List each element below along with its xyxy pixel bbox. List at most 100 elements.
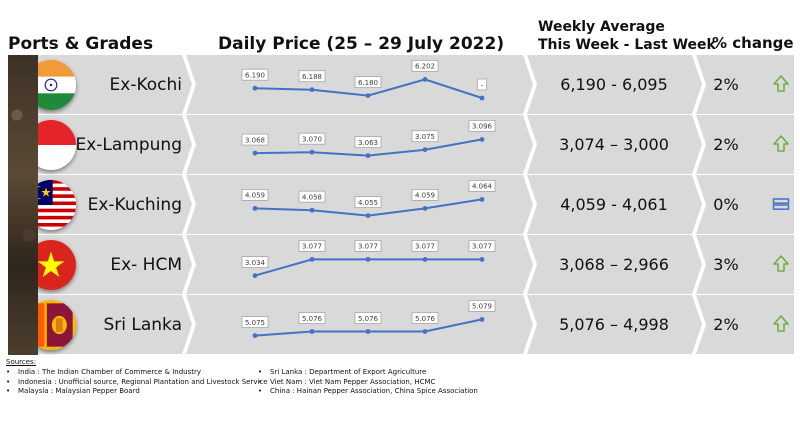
data-label-box [411,312,439,324]
data-label-box [411,240,439,252]
data-label: 5.076 [358,315,379,323]
source-item: Indonesia : Unofficial source, Regional … [6,378,268,388]
data-point [365,213,371,218]
percent-change-cell: 0% [705,175,775,234]
percent-change-cell: 2% [705,55,775,114]
data-label: 6.180 [358,79,378,87]
chevron-separator-icon [182,55,196,114]
data-point [479,317,485,322]
row-band [24,175,794,234]
sources-right-column: Sri Lanka : Department of Export Agricul… [258,368,478,397]
weekly-average-header: Weekly Average This Week - Last Week [538,18,716,54]
data-point [365,93,371,98]
source-item: Viet Nam : Viet Nam Pepper Association, … [258,378,478,388]
percent-change-value: 2% [713,135,739,154]
daily-price-line-chart: 3.034 3.077 3.077 3.077 3.077 [241,240,496,278]
data-label-box [468,180,496,192]
data-label-box [298,132,326,145]
series-line [254,258,482,277]
chevron-separator-icon [692,115,706,174]
data-label: 5.076 [302,315,323,323]
percent-change-header: % change [712,34,794,52]
data-label: 4.059 [245,192,265,200]
data-point [422,147,428,153]
data-label-box [241,68,269,81]
chevron-separator-icon [523,55,537,114]
data-point [252,150,258,156]
ports-grades-header: Ports & Grades [8,34,154,54]
port-name: Sri Lanka [103,314,182,335]
weekly-average-value: 3,068 – 2,966 [559,255,669,274]
data-label-box [468,300,496,312]
data-label: 3.096 [472,123,493,131]
data-label-box [354,240,382,252]
data-label: 5.075 [245,319,265,327]
data-label-box [411,60,439,72]
data-label: 3.034 [245,259,266,267]
source-item: Malaysia : Malaysian Pepper Board [6,387,268,397]
data-point [252,85,258,91]
data-label-box [354,76,382,89]
daily-price-line-chart: 3.068 3.070 3.063 3.075 3.096 [241,120,496,158]
weekly-average-value: 3,074 – 3,000 [559,135,669,154]
data-label-box [354,136,382,149]
chevron-separator-icon [523,295,537,354]
data-label-box [468,240,496,252]
india-flag-icon [26,60,76,110]
data-label: 3.068 [245,136,265,144]
port-name: Ex-Lampung [75,134,182,155]
port-name: Ex-Kochi [109,74,182,95]
data-point [479,197,485,202]
data-point [309,257,315,262]
source-item: India : The Indian Chamber of Commerce &… [6,368,268,378]
data-label-box [241,188,269,201]
data-point [422,206,428,211]
chevron-separator-icon [692,175,706,234]
data-label: 3.077 [302,243,322,251]
price-row: Sri Lanka 5.075 5.076 5.076 5.076 5.079 5,076 … [0,295,800,354]
data-label-box [354,196,382,209]
data-label-box [477,78,487,91]
weekly-average-header-line2: This Week - Last Week [538,37,716,53]
data-label: 6.190 [245,72,265,80]
data-point [365,257,371,262]
price-row: Ex-Lampung 3.068 3.070 3.063 3.075 3.096 3,074… [0,115,800,174]
data-label: 3.077 [472,243,492,251]
up-arrow-icon [771,74,791,94]
up-arrow-icon [771,134,791,154]
daily-price-header: Daily Price (25 – 29 July 2022) [218,34,505,54]
data-label: 4.058 [302,194,322,202]
percent-change-cell: 2% [705,295,775,354]
price-row: Ex-Kochi 6.190 6.188 6.180 6.202 - 6,190 - 6,0… [0,55,800,114]
data-point [309,87,315,93]
weekly-average-header-line1: Weekly Average [538,19,665,35]
data-point [479,257,485,262]
data-label-box [411,188,439,201]
daily-price-line-chart: 6.190 6.188 6.180 6.202 - [241,60,487,101]
data-label: 4.055 [358,199,378,207]
percent-change-value: 2% [713,315,739,334]
percent-change-value: 2% [713,75,739,94]
sources-heading: Sources: [6,358,36,368]
chevron-separator-icon [182,235,196,294]
data-point [422,329,428,334]
sources-title: Sources: [6,358,37,366]
data-label-box [241,256,269,269]
data-label-box [298,190,326,203]
data-point [309,207,315,213]
data-point [365,329,371,334]
chevron-separator-icon [182,295,196,354]
port-name: Ex-Kuching [87,194,182,215]
data-label: 4.059 [415,192,435,200]
row-band [24,295,794,354]
data-label: 4.064 [472,183,493,191]
up-arrow-icon [771,254,791,274]
percent-change-value: 3% [713,255,739,274]
chevron-separator-icon [523,175,537,234]
peppercorn-strip-image [8,55,38,355]
up-arrow-icon [771,314,791,334]
source-item: China : Hainan Pepper Association, China… [258,387,478,397]
row-band [24,115,794,174]
data-point [479,95,485,101]
data-label: - [481,81,484,89]
